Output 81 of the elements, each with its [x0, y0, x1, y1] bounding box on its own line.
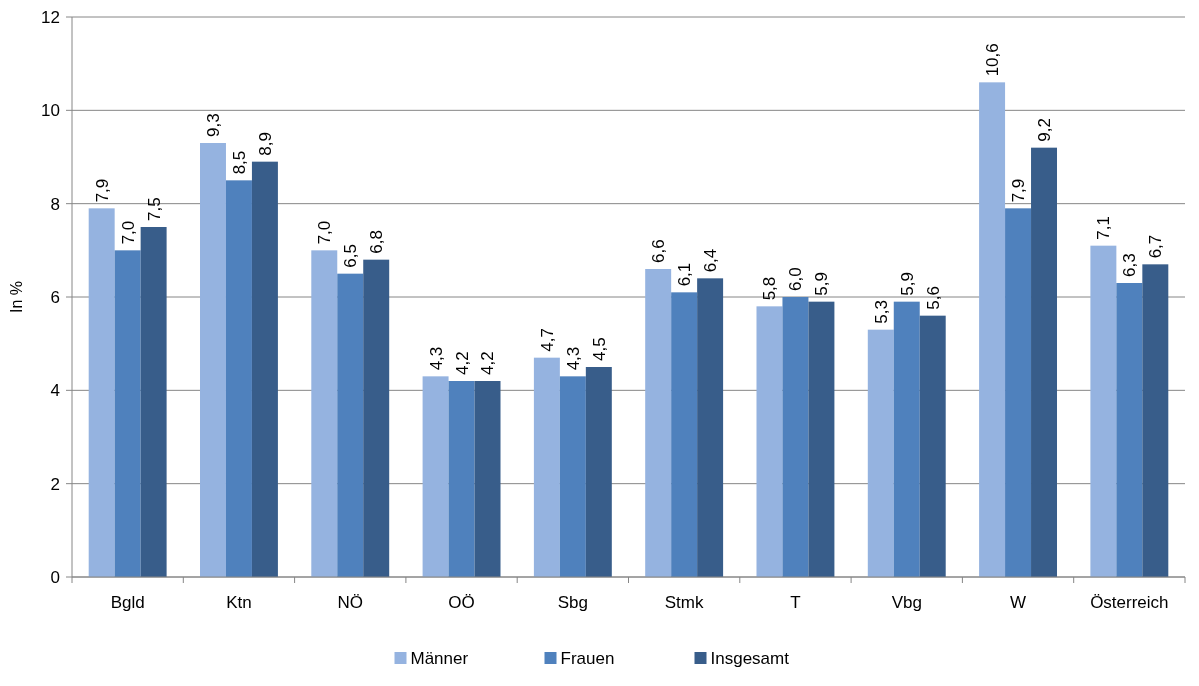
bar	[585, 367, 612, 577]
data-label: 5,6	[923, 286, 943, 310]
bar	[697, 278, 724, 577]
x-tick-label: Ktn	[226, 593, 252, 612]
data-label: 9,2	[1034, 118, 1054, 142]
bar	[225, 180, 252, 577]
x-tick-label: NÖ	[337, 593, 363, 612]
bar	[363, 259, 390, 577]
bar	[422, 376, 449, 577]
bar	[140, 227, 167, 577]
y-tick-label: 8	[50, 194, 60, 214]
data-label: 4,3	[563, 346, 583, 371]
x-tick-label: Bgld	[110, 593, 145, 612]
bar	[559, 376, 586, 577]
data-label: 6,1	[675, 262, 695, 287]
data-label: 4,2	[452, 351, 472, 375]
y-tick-label: 4	[50, 381, 60, 401]
data-label: 6,0	[786, 267, 806, 291]
bar	[88, 208, 115, 577]
x-tick-label: Österreich	[1090, 593, 1169, 612]
data-label: 4,2	[478, 351, 498, 375]
x-tick-label: Sbg	[557, 593, 588, 612]
bar	[1116, 283, 1143, 577]
data-label: 7,9	[1009, 178, 1028, 203]
y-tick-label: 0	[50, 567, 60, 587]
bar	[251, 161, 278, 577]
bar	[1090, 245, 1117, 577]
data-label: 5,9	[897, 272, 917, 296]
data-label: 6,6	[649, 239, 669, 263]
bar	[448, 381, 475, 577]
bar	[311, 250, 338, 577]
bar	[533, 357, 560, 577]
data-label: 7,0	[118, 220, 138, 245]
bar	[1142, 264, 1169, 577]
data-label: 6,4	[701, 248, 721, 273]
data-label: 6,7	[1146, 234, 1166, 259]
bar	[474, 381, 501, 577]
data-label: 5,9	[812, 272, 832, 296]
bar	[867, 329, 894, 577]
data-label: 5,8	[760, 276, 780, 301]
bar	[1005, 208, 1032, 577]
bar	[645, 269, 672, 577]
x-tick-label: T	[790, 593, 801, 612]
bar	[979, 82, 1006, 577]
legend-label: Männer	[410, 648, 469, 668]
x-tick-label: OÖ	[448, 593, 475, 612]
data-label: 8,5	[229, 150, 249, 175]
bar	[337, 273, 364, 577]
bar	[893, 301, 920, 577]
x-tick-label: Vbg	[891, 593, 922, 612]
y-axis-title: In %	[8, 280, 25, 314]
data-label: 7,9	[92, 178, 112, 203]
data-label: 6,5	[341, 244, 361, 268]
bar	[808, 301, 835, 577]
data-label: 4,7	[537, 328, 557, 352]
bar	[114, 250, 141, 577]
bar	[1031, 147, 1058, 577]
data-label: 7,5	[144, 197, 164, 221]
data-label: 7,0	[315, 220, 335, 245]
data-label: 4,5	[589, 337, 609, 361]
y-tick-label: 2	[50, 474, 60, 494]
y-tick-label: 10	[41, 101, 60, 121]
bar	[200, 143, 226, 577]
data-label: 6,3	[1120, 253, 1140, 277]
legend-label: Frauen	[560, 648, 615, 668]
x-tick-label: Stmk	[664, 593, 705, 612]
data-label: 6,8	[367, 230, 387, 254]
bar	[671, 292, 698, 577]
data-label: 9,3	[203, 113, 223, 137]
bar	[782, 297, 809, 577]
y-tick-label: 12	[41, 7, 60, 27]
data-label: 7,1	[1094, 216, 1114, 240]
data-label: 10,6	[983, 43, 1003, 77]
data-label: 8,9	[255, 132, 275, 156]
y-tick-label: 6	[50, 287, 60, 307]
x-tick-label: W	[1010, 593, 1027, 612]
data-label: 4,3	[426, 346, 446, 371]
data-label: 5,3	[871, 300, 891, 324]
bar	[919, 315, 946, 577]
legend-label: Insgesamt	[710, 648, 790, 668]
bar	[756, 306, 783, 577]
